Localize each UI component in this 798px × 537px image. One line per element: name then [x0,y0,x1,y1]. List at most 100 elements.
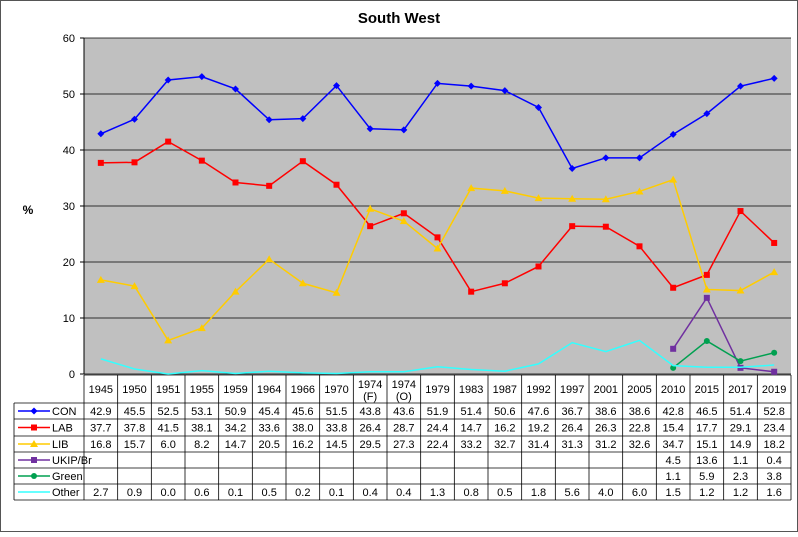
data-point [97,130,105,138]
data-label: 15.1 [696,439,717,451]
data-label: 22.4 [427,439,448,451]
data-label: 53.1 [191,406,212,418]
data-label: 15.7 [124,439,145,451]
data-label: 8.2 [194,439,209,451]
y-tick-label: 0 [69,369,75,381]
data-label: 38.0 [292,423,313,435]
legend-label: UKIP/Br [52,455,92,467]
legend-marker [30,440,38,447]
data-label: 45.5 [124,406,145,418]
data-label: 41.5 [157,423,178,435]
y-tick-label: 60 [63,33,75,45]
data-point [367,223,374,230]
legend-marker [30,407,38,415]
data-point [635,187,644,195]
data-point [535,263,542,270]
data-point [467,82,475,90]
data-label: 31.4 [528,439,549,451]
data-label: 27.3 [393,439,414,451]
data-label: 18.2 [763,439,784,451]
data-point [702,285,711,293]
data-point [771,349,778,356]
data-label: 22.8 [629,423,650,435]
data-label: 51.4 [730,406,751,418]
data-label: 38.6 [595,406,616,418]
data-label: 51.9 [427,406,448,418]
x-tick-label: 2001 [594,384,618,396]
data-label: 38.1 [191,423,212,435]
data-label: 45.6 [292,406,313,418]
data-label: 1.6 [767,487,782,499]
x-tick-label: 2015 [695,384,719,396]
data-point [737,208,744,215]
data-point [703,110,711,118]
data-point [736,286,745,294]
x-tick-label: 1983 [459,384,483,396]
data-label: 1.2 [733,487,748,499]
data-point [333,181,340,188]
data-point [669,175,678,183]
data-label: 19.2 [528,423,549,435]
data-label: 1.8 [531,487,546,499]
data-point [266,182,273,189]
data-label: 33.2 [460,439,481,451]
data-label: 0.8 [464,487,479,499]
data-label: 3.8 [767,471,782,483]
chart-title: South West [358,10,440,27]
data-label: 5.6 [565,487,580,499]
legend-label: LAB [52,423,73,435]
data-label: 29.5 [359,439,380,451]
data-point [231,287,240,295]
x-tick-label: 2005 [627,384,651,396]
data-point [568,194,577,202]
data-label: 0.1 [329,487,344,499]
data-point [737,82,744,90]
data-label: 31.3 [561,439,582,451]
data-point [232,85,239,93]
data-point [198,157,205,164]
data-point [670,284,677,291]
data-label: 37.8 [124,423,145,435]
data-label: 16.8 [90,439,111,451]
data-point [602,223,609,230]
data-point [569,223,576,230]
data-point [568,164,576,172]
data-label: 16.2 [494,423,515,435]
data-label: 45.4 [258,406,279,418]
data-label: 0.4 [363,487,378,499]
data-label: 14.7 [225,439,246,451]
data-point [770,268,779,276]
data-point [703,294,710,301]
data-point [299,115,307,123]
x-tick-label: 1951 [156,384,180,396]
data-point [501,280,508,287]
data-point [636,243,643,250]
data-label: 0.4 [396,487,411,499]
data-point [703,337,710,344]
data-point [97,159,104,166]
legend-label: Green [52,471,83,483]
data-point [468,288,475,295]
data-label: 33.8 [326,423,347,435]
data-point [198,73,206,81]
data-point [534,194,543,202]
data-label: 50.9 [225,406,246,418]
x-tick-label: 1987 [493,384,517,396]
data-label: 5.9 [699,471,714,483]
y-tick-label: 20 [63,257,75,269]
data-point [333,82,340,90]
data-label: 51.5 [326,406,347,418]
data-point [332,288,341,296]
y-axis-label: % [23,203,34,217]
y-tick-label: 40 [63,145,75,157]
data-point [164,336,173,344]
data-label: 14.7 [460,423,481,435]
data-label: 31.2 [595,439,616,451]
x-tick-label: 1950 [122,384,146,396]
x-tick-label: 1970 [324,384,348,396]
y-tick-label: 10 [63,313,75,325]
data-label: 4.5 [666,455,681,467]
data-label: 34.7 [662,439,683,451]
data-label: 42.9 [90,406,111,418]
data-label: 34.2 [225,423,246,435]
